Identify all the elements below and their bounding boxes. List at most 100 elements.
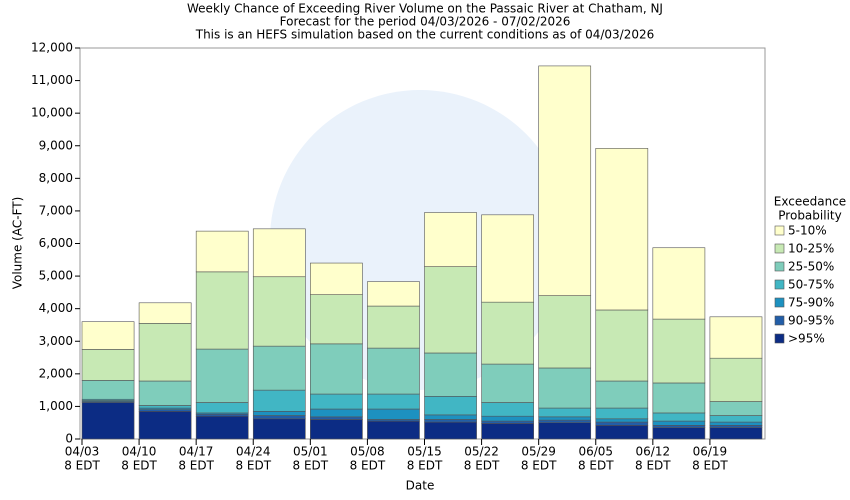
x-tick-label: 04/17: [179, 445, 214, 459]
x-tick-sublabel: 8 EDT: [64, 459, 100, 473]
bar-segment: [538, 65, 592, 296]
y-tick-label: 8,000: [39, 171, 73, 185]
bar-segment: [81, 380, 135, 400]
bar-segment: [652, 425, 706, 428]
x-axis-title: Date: [406, 479, 435, 493]
bar-segment: [310, 262, 363, 295]
bar-segment: [481, 363, 534, 403]
bar-segment: [138, 405, 192, 409]
y-tick-label: 0: [65, 432, 73, 446]
legend-swatch: [774, 225, 785, 236]
bar-segment: [481, 214, 534, 303]
bar-segment: [252, 389, 306, 412]
x-tick-label: 05/01: [293, 445, 328, 459]
y-tick-label: 10,000: [31, 106, 73, 120]
x-tick-label: 04/24: [236, 445, 271, 459]
x-tick-sublabel: 8 EDT: [293, 459, 329, 473]
bar-segment: [481, 415, 534, 422]
bar-segment: [709, 357, 763, 402]
legend-label: >95%: [788, 332, 825, 346]
legend-label: 10-25%: [788, 242, 834, 256]
x-tick-label: 05/15: [407, 445, 442, 459]
bar-segment: [538, 416, 592, 421]
y-tick-label: 9,000: [39, 138, 73, 152]
bar-segment: [595, 421, 649, 426]
bar-segment: [310, 294, 363, 345]
x-tick-label: 06/05: [578, 445, 613, 459]
bar-segment: [424, 414, 477, 420]
y-tick-label: 12,000: [31, 41, 73, 55]
x-tick-sublabel: 8 EDT: [407, 459, 443, 473]
bar-segment: [367, 408, 420, 420]
x-tick-label: 04/10: [122, 445, 157, 459]
bar-segment: [595, 418, 649, 423]
bar-segment: [252, 228, 306, 278]
bar-segment: [709, 427, 763, 440]
x-tick-label: 06/19: [693, 445, 728, 459]
bar-segment: [138, 411, 192, 440]
bar-segment: [709, 401, 763, 416]
bar-segment: [538, 295, 592, 369]
bar-segment: [367, 281, 420, 307]
bar-segment: [195, 230, 249, 273]
bar-segment: [81, 349, 135, 381]
bar-segment: [424, 419, 477, 423]
legend-swatch: [774, 261, 785, 272]
bar-segment: [252, 418, 306, 440]
y-axis-title: Volume (AC-FT): [11, 197, 25, 290]
bar-segment: [252, 415, 306, 420]
bar-segment: [595, 309, 649, 382]
legend-title: Probability: [778, 209, 841, 223]
legend-label: 5-10%: [788, 224, 827, 238]
bar-segment: [538, 422, 592, 440]
bar-segment: [138, 323, 192, 382]
bar-segment: [652, 247, 706, 320]
legend-title: Exceedance: [774, 195, 846, 209]
x-tick-sublabel: 8 EDT: [350, 459, 386, 473]
bar-segment: [252, 276, 306, 347]
x-tick-sublabel: 8 EDT: [178, 459, 214, 473]
x-tick-label: 04/03: [65, 445, 100, 459]
chart-title: Weekly Chance of Exceeding River Volume …: [187, 2, 663, 16]
bar-segment: [81, 321, 135, 350]
x-tick-sublabel: 8 EDT: [121, 459, 157, 473]
legend-label: 50-75%: [788, 278, 834, 292]
legend-swatch: [774, 243, 785, 254]
bar-segment: [367, 305, 420, 349]
x-tick-sublabel: 8 EDT: [521, 459, 557, 473]
x-tick-sublabel: 8 EDT: [578, 459, 614, 473]
bar-segment: [595, 148, 649, 311]
x-tick-sublabel: 8 EDT: [635, 459, 671, 473]
bar-segment: [252, 345, 306, 391]
bar-segment: [652, 427, 706, 440]
bar-segment: [595, 425, 649, 440]
bar-segment: [424, 352, 477, 397]
bar-segment: [81, 402, 135, 440]
bar-segment: [709, 415, 763, 423]
bar-segment: [652, 412, 706, 422]
y-tick-label: 6,000: [39, 236, 73, 250]
chart-subtitle: This is an HEFS simulation based on the …: [195, 28, 655, 42]
x-tick-label: 05/08: [350, 445, 385, 459]
chart-subtitle: Forecast for the period 04/03/2026 - 07/…: [280, 15, 571, 29]
bar-segment: [538, 407, 592, 418]
bar-segment: [195, 402, 249, 414]
bar-segment: [424, 266, 477, 354]
bar-segment: [424, 212, 477, 267]
bar-segment: [538, 419, 592, 424]
x-tick-label: 05/29: [521, 445, 556, 459]
legend-label: 25-50%: [788, 260, 834, 274]
legend-label: 75-90%: [788, 296, 834, 310]
bar-segment: [424, 396, 477, 416]
y-tick-label: 2,000: [39, 366, 73, 380]
bar-segment: [481, 402, 534, 417]
bar-segment: [310, 343, 363, 395]
y-tick-label: 11,000: [31, 73, 73, 87]
bar-segment: [538, 367, 592, 409]
bar-segment: [252, 411, 306, 416]
bar-segment: [652, 420, 706, 426]
bar-segment: [195, 415, 249, 440]
legend-label: 90-95%: [788, 314, 834, 328]
bar-segment: [481, 423, 534, 440]
bar-segment: [652, 382, 706, 414]
